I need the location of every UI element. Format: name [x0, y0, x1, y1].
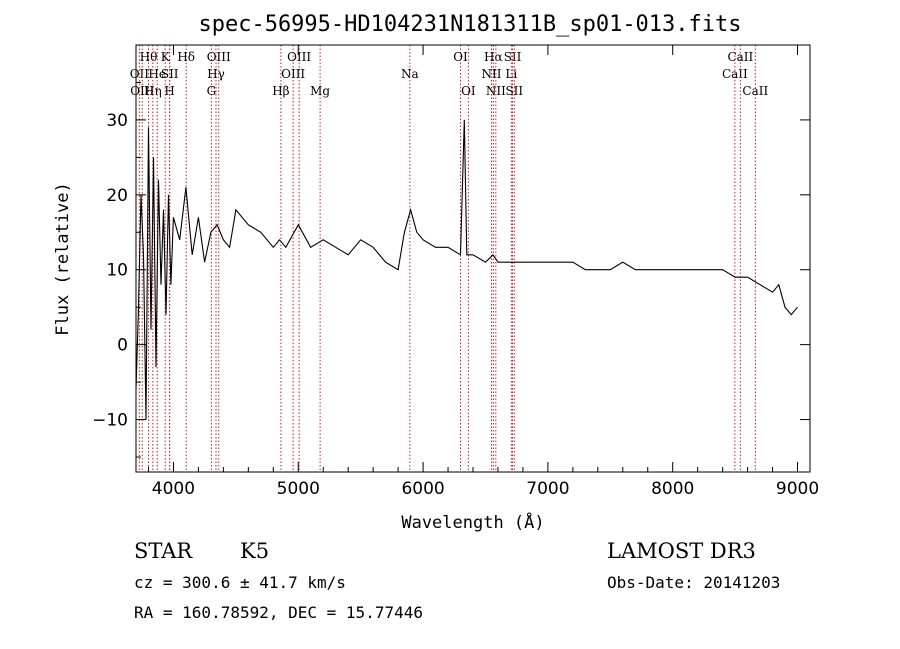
- observation-date: Obs-Date: 20141203: [607, 573, 781, 592]
- x-axis-label: Wavelength (Å): [401, 511, 544, 533]
- line-marker-label-18: OI: [461, 84, 476, 98]
- sky-coordinates: RA = 160.78592, DEC = 15.77446: [134, 603, 423, 622]
- line-marker-label-24: SII: [505, 84, 523, 98]
- line-marker-label-5: K: [161, 50, 171, 64]
- y-tick-label-2: 10: [106, 261, 128, 281]
- line-marker-label-27: CaII: [742, 84, 768, 98]
- chart-title: spec-56995-HD104231N181311B_sp01-013.fit…: [198, 12, 741, 37]
- line-marker-label-2: Hθ: [140, 50, 158, 64]
- plot-frame: [135, 44, 811, 473]
- object-subclass: K5: [240, 539, 270, 563]
- y-axis-label: Flux (relative): [53, 182, 73, 336]
- line-marker-group: OIIOIIIHθHηHeKHSIIHδGHγOIIIHβOIIIOIIIMgN…: [130, 45, 768, 472]
- line-marker-label-26: CaII: [727, 50, 753, 64]
- line-marker-label-20: Hα: [484, 50, 503, 64]
- x-tick-label-4: 8000: [651, 479, 694, 499]
- object-class: STAR: [134, 539, 193, 563]
- line-marker-label-17: OI: [453, 50, 468, 64]
- line-marker-label-8: Hδ: [177, 50, 195, 64]
- line-marker-label-21: NII: [486, 84, 506, 98]
- redshift-cz: cz = 300.6 ± 41.7 km/s: [134, 573, 346, 592]
- y-tick-label-3: 20: [106, 186, 128, 206]
- survey-name: LAMOST DR3: [607, 539, 756, 563]
- line-marker-label-11: OIII: [207, 50, 231, 64]
- line-marker-label-4: He: [148, 67, 166, 81]
- line-marker-label-22: Li: [505, 67, 517, 81]
- line-marker-label-13: OIII: [281, 67, 305, 81]
- line-marker-label-14: OIII: [287, 50, 311, 64]
- line-marker-label-0: OII: [130, 67, 150, 81]
- line-marker-label-10: Hγ: [207, 67, 225, 81]
- x-tick-label-0: 4000: [152, 479, 195, 499]
- x-tick-label-1: 5000: [277, 479, 320, 499]
- line-marker-label-23: SII: [504, 50, 522, 64]
- line-marker-label-7: SII: [161, 67, 179, 81]
- x-tick-label-3: 7000: [526, 479, 569, 499]
- line-marker-label-12: Hβ: [272, 84, 289, 98]
- spectrum-series: [135, 119, 798, 420]
- line-marker-label-9: G: [207, 84, 217, 98]
- line-marker-label-3: Hη: [144, 84, 162, 98]
- line-marker-label-19: NII: [481, 67, 501, 81]
- line-marker-label-16: Na: [401, 67, 419, 81]
- y-tick-label-4: 30: [106, 111, 128, 131]
- line-marker-label-25: CaII: [722, 67, 748, 81]
- x-tick-label-5: 9000: [776, 479, 819, 499]
- y-tick-label-0: −10: [92, 411, 128, 431]
- x-tick-label-2: 6000: [401, 479, 444, 499]
- spectrum-line-0: [135, 119, 798, 420]
- y-tick-label-1: 0: [117, 336, 128, 356]
- line-marker-label-15: Mg: [310, 84, 330, 98]
- axes-group: 4000 5000 6000 7000 8000 9000 −10 0 10 20 30: [92, 45, 819, 499]
